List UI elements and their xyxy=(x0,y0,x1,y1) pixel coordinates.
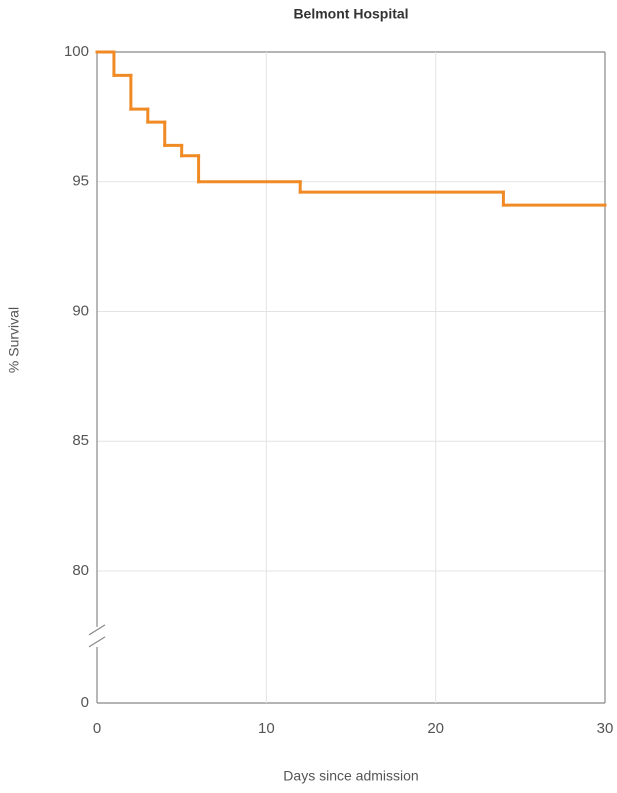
x-tick-label: 0 xyxy=(93,720,101,737)
axis-break xyxy=(88,624,106,636)
y-tick-label: 95 xyxy=(72,173,89,190)
x-tick-label: 30 xyxy=(597,720,614,737)
x-tick-label: 10 xyxy=(258,720,275,737)
y-tick-label: 100 xyxy=(64,43,89,60)
x-tick-label: 20 xyxy=(427,720,444,737)
y-tick-label: 85 xyxy=(72,432,89,449)
y-tick-label: 90 xyxy=(72,302,89,319)
y-tick-label: 80 xyxy=(72,562,89,579)
axis-break xyxy=(88,636,106,648)
y-tick-label: 0 xyxy=(81,694,89,711)
y-axis-label: % Survival xyxy=(6,307,22,373)
x-axis-label: Days since admission xyxy=(283,768,418,784)
chart-title: Belmont Hospital xyxy=(293,6,408,22)
